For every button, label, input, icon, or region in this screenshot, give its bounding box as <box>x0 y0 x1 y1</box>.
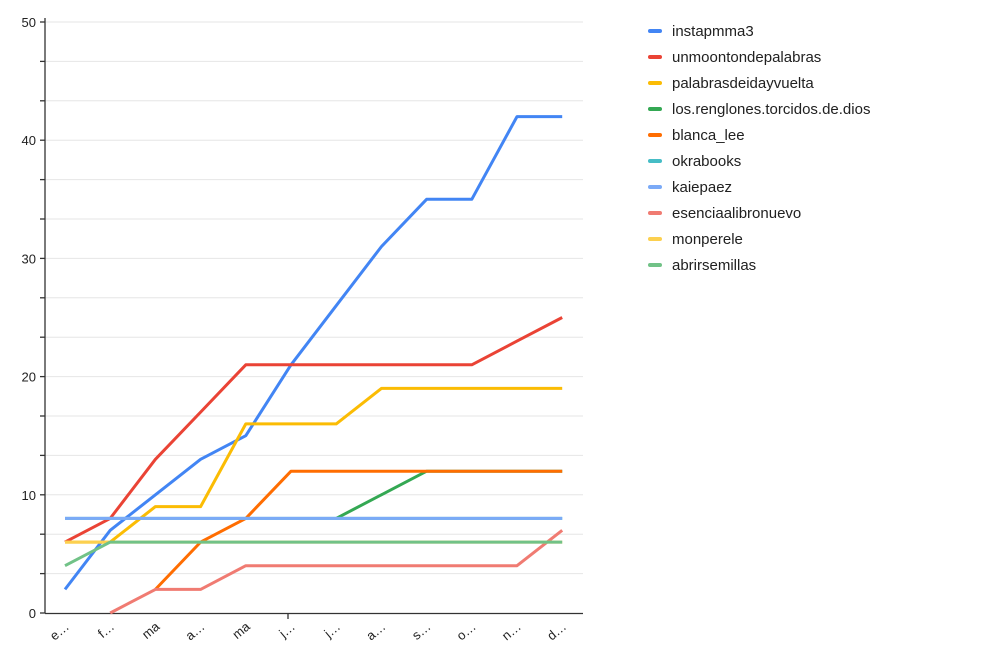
y-axis-label: 0 <box>29 606 36 621</box>
legend-label: kaiepaez <box>672 178 733 196</box>
legend-label: monperele <box>672 230 743 248</box>
x-axis-label: o… <box>454 619 479 643</box>
legend-swatch-icon <box>648 29 662 33</box>
series-line-blanca-lee <box>154 469 563 591</box>
legend-item-esenciaalibronuevo[interactable]: esenciaalibronuevo <box>648 200 870 226</box>
line-chart: 0 10 20 30 40 50 e… f… ma a… ma j… j… a… s… o… n… d… <box>22 15 583 643</box>
x-axis-label: ma <box>139 618 163 642</box>
chart-legend: instapmma3 unmoontondepalabras palabrasdei… <box>648 18 870 278</box>
legend-label: palabrasdeidayvuelta <box>672 74 814 92</box>
x-axis-label: a… <box>363 619 388 643</box>
legend-label: esenciaalibronuevo <box>672 204 802 222</box>
y-axis-label: 30 <box>22 251 36 266</box>
x-axis-label: f… <box>95 619 117 641</box>
y-axis-label: 50 <box>22 15 36 30</box>
legend-item-abrirsemillas[interactable]: abrirsemillas <box>648 252 870 278</box>
y-axis-label: 10 <box>22 488 36 503</box>
legend-swatch-icon <box>648 159 662 163</box>
x-axis-label: j… <box>275 619 298 641</box>
x-axis-label: s… <box>409 619 434 643</box>
legend-item-kaiepaez[interactable]: kaiepaez <box>648 174 870 200</box>
series-line-instapmma3 <box>63 115 563 591</box>
x-axis-label: e… <box>47 619 72 643</box>
legend-label: instapmma3 <box>672 22 754 40</box>
x-axis-label: ma <box>229 618 253 642</box>
legend-label: okrabooks <box>672 152 742 170</box>
legend-item-monperele[interactable]: monperele <box>648 226 870 252</box>
series-line-esenciaalibronuevo <box>109 529 564 615</box>
legend-item-los-renglones-torcidos-de-dios[interactable]: los.renglones.torcidos.de.dios <box>648 96 870 122</box>
legend-item-blanca-lee[interactable]: blanca_lee <box>648 122 870 148</box>
legend-item-instapmma3[interactable]: instapmma3 <box>648 18 870 44</box>
legend-swatch-icon <box>648 263 662 267</box>
x-axis-label: d… <box>544 619 569 643</box>
y-axis-label: 40 <box>22 133 36 148</box>
legend-label: blanca_lee <box>672 126 745 144</box>
legend-item-okrabooks[interactable]: okrabooks <box>648 148 870 174</box>
x-axis-label: j… <box>321 619 344 641</box>
legend-swatch-icon <box>648 55 662 59</box>
legend-label: los.renglones.torcidos.de.dios <box>672 100 871 118</box>
series-line-palabrasdeidayvuelta <box>65 386 563 544</box>
legend-label: unmoontondepalabras <box>672 48 822 66</box>
x-axis-label: a… <box>182 619 207 643</box>
series-line-abrirsemillas <box>64 540 563 568</box>
legend-swatch-icon <box>648 211 662 215</box>
legend-item-palabrasdeidayvuelta[interactable]: palabrasdeidayvuelta <box>648 70 870 96</box>
legend-swatch-icon <box>648 81 662 85</box>
series-line-unmoontondepalabras <box>64 316 563 544</box>
legend-swatch-icon <box>648 107 662 111</box>
legend-item-unmoontondepalabras[interactable]: unmoontondepalabras <box>648 44 870 70</box>
y-axis-label: 20 <box>22 370 36 385</box>
legend-swatch-icon <box>648 133 662 137</box>
x-axis-label: n… <box>499 619 524 643</box>
legend-swatch-icon <box>648 185 662 189</box>
legend-swatch-icon <box>648 237 662 241</box>
legend-label: abrirsemillas <box>672 256 757 274</box>
